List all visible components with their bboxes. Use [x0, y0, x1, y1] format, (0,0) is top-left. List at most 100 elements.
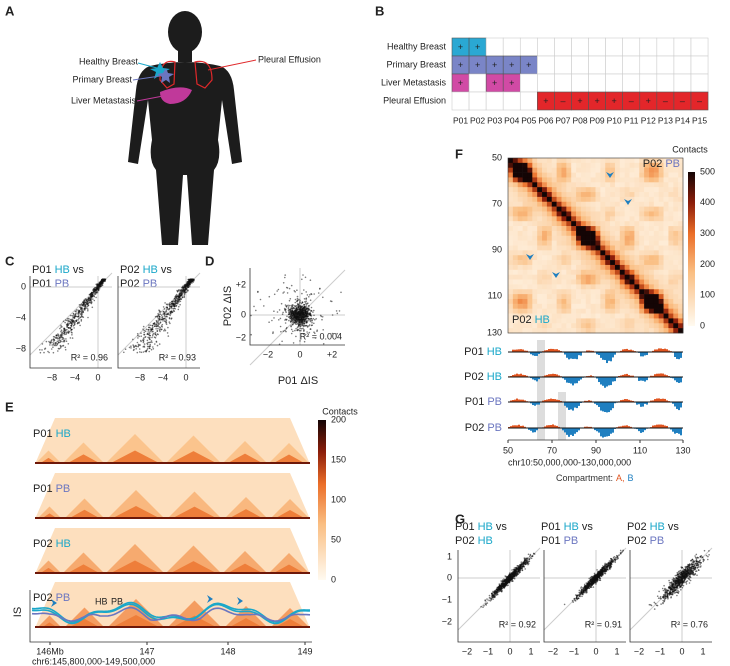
point — [511, 576, 513, 579]
label-part: HB — [487, 371, 502, 383]
compartment-b — [680, 377, 682, 383]
tad — [167, 600, 222, 628]
point — [80, 312, 82, 315]
tad — [224, 497, 268, 519]
compartment-b — [578, 402, 580, 406]
heatmap-cell — [532, 298, 538, 305]
point — [54, 343, 57, 346]
track-label: P01 PB — [465, 396, 502, 408]
heatmap-cell — [610, 221, 616, 227]
heatmap-cell — [624, 328, 630, 334]
heatmap-cell — [634, 187, 640, 193]
point — [152, 333, 154, 336]
heatmap-cell — [537, 313, 543, 319]
compartment-b — [614, 352, 616, 355]
heatmap-cell — [512, 167, 519, 173]
point — [69, 327, 72, 330]
heatmap-cell — [678, 226, 684, 232]
heatmap-cell — [566, 328, 572, 334]
heatmap-cell — [610, 201, 616, 207]
heatmap-cell — [522, 313, 528, 319]
heatmap-cell — [678, 289, 684, 295]
heatmap-cell — [673, 187, 679, 193]
heatmap-cell — [585, 211, 591, 217]
heatmap-cell — [648, 187, 655, 193]
heatmap-cell — [576, 303, 582, 309]
heatmap-cell — [614, 235, 621, 241]
point — [180, 293, 183, 296]
point — [301, 324, 304, 327]
compartment-b — [578, 352, 580, 356]
heatmap-cell — [537, 167, 543, 173]
compartment-b — [604, 377, 606, 388]
heatmap-cell — [532, 196, 538, 203]
heatmap-cell — [590, 177, 596, 183]
heatmap-cell — [614, 216, 621, 222]
point — [139, 351, 141, 353]
heatmap-cell — [527, 245, 533, 251]
heatmap-cell — [576, 289, 582, 295]
compartment-b — [604, 402, 606, 413]
point — [142, 337, 145, 339]
heatmap-cell — [653, 240, 659, 246]
compartment-a — [550, 425, 552, 428]
heatmap-cell — [512, 221, 519, 227]
point — [296, 313, 299, 316]
heatmap-cell — [668, 298, 674, 305]
grid-cell — [622, 55, 641, 75]
point — [276, 311, 279, 313]
compartment-a — [512, 425, 514, 428]
heatmap-cell — [542, 158, 548, 164]
heatmap-cell — [590, 284, 596, 290]
heatmap-cell — [508, 250, 514, 256]
heatmap-cell — [673, 298, 679, 305]
point — [151, 341, 153, 344]
compartment-b — [606, 377, 608, 387]
tad-core — [109, 450, 161, 464]
compartment-b — [676, 352, 678, 359]
heatmap-cell — [653, 230, 659, 237]
heatmap-cell — [512, 318, 519, 324]
colorbar-tick-label: 100 — [331, 494, 346, 504]
heatmap-cell — [537, 187, 543, 193]
point — [151, 336, 153, 339]
compartment-a — [654, 374, 656, 377]
heatmap-cell — [537, 318, 543, 324]
heatmap-cell — [585, 230, 591, 237]
point — [529, 557, 531, 559]
compartment-a — [516, 349, 518, 352]
heatmap-cell — [590, 318, 596, 324]
point — [159, 321, 162, 324]
point — [159, 330, 161, 333]
point — [137, 334, 139, 337]
point — [142, 328, 144, 331]
heatmap-cell — [624, 289, 630, 295]
heatmap-cell — [571, 201, 577, 207]
heatmap-cell — [595, 177, 601, 183]
heatmap-cell — [522, 187, 528, 193]
heatmap-cell — [629, 323, 635, 329]
point — [158, 316, 161, 318]
heatmap-cell — [517, 216, 523, 222]
heatmap-cell — [595, 167, 601, 173]
heatmap-cell — [610, 308, 616, 314]
heatmap-cell — [648, 328, 655, 334]
heatmap-cell — [600, 177, 606, 183]
heatmap-cell — [537, 303, 543, 309]
heatmap-cell — [556, 318, 562, 324]
legend-label: HB — [95, 596, 108, 606]
arrowhead — [526, 254, 534, 260]
heatmap-cell — [517, 230, 523, 237]
heatmap-cell — [590, 294, 596, 300]
point — [64, 346, 67, 349]
compartment-b — [528, 428, 530, 430]
heatmap-cell — [537, 196, 543, 203]
healthy-breast-star — [150, 62, 170, 79]
point — [288, 308, 291, 311]
heatmap-cell — [648, 182, 655, 188]
heatmap-cell — [605, 187, 611, 193]
point — [143, 329, 145, 332]
heatmap-cell — [566, 303, 572, 309]
heatmap-cell — [658, 167, 664, 173]
